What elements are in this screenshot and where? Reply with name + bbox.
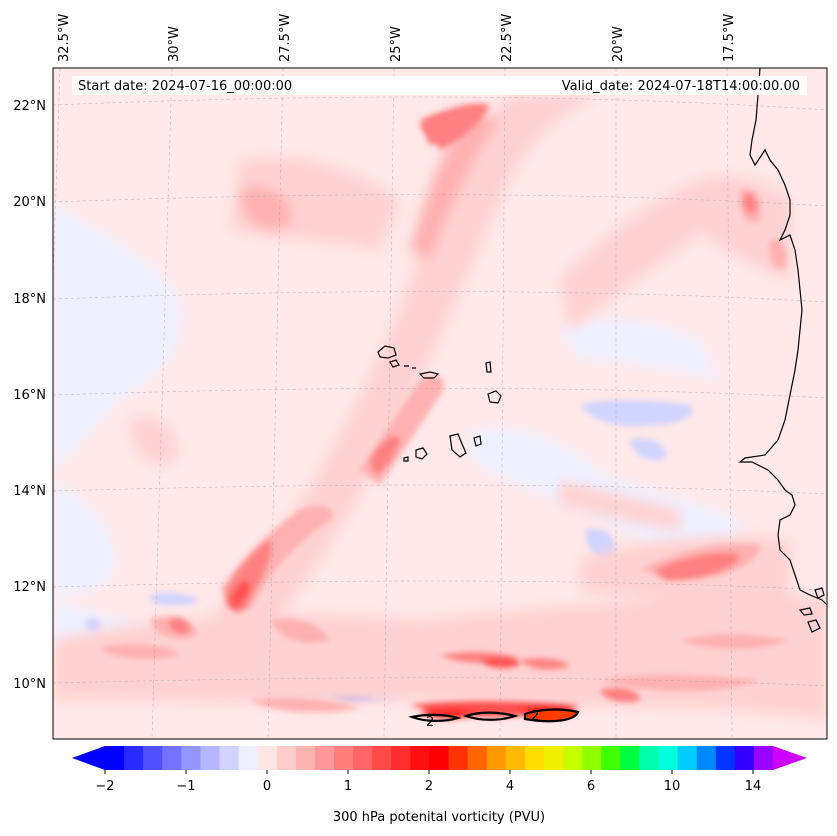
lon-label: 30°W <box>167 26 182 62</box>
colorbar-tick-label: −1 <box>176 779 195 794</box>
colorbar-tick-label: 14 <box>745 779 762 794</box>
contour-label-1: 2 <box>426 715 434 730</box>
colorbar-segment <box>429 746 450 770</box>
colorbar-segment <box>543 746 564 770</box>
contour-left <box>408 713 462 722</box>
colorbar-tick-label: 4 <box>506 779 514 794</box>
colorbar-segment <box>601 746 621 770</box>
colorbar-segment <box>105 746 125 770</box>
colorbar-segment <box>715 746 736 770</box>
island-fogo <box>415 447 428 460</box>
pv-2-contours <box>408 708 580 723</box>
colorbar-segment <box>410 746 430 770</box>
colorbar-segment <box>505 746 526 770</box>
gridlines <box>53 68 827 739</box>
colorbar-segment <box>238 746 259 770</box>
colorbar-tick-label: 1 <box>344 779 352 794</box>
colorbar-segment <box>372 746 392 770</box>
colorbar-segment <box>448 746 469 770</box>
island-santiago <box>449 433 467 458</box>
colorbar-segment <box>143 746 163 770</box>
colorbar-segments <box>105 746 774 770</box>
island-brava <box>403 456 409 462</box>
contour-label-2: 2 <box>531 709 539 724</box>
colorbar-segment <box>181 746 201 770</box>
map-panel: 2 2 <box>53 68 827 739</box>
colorbar-segment <box>295 746 316 770</box>
colorbar-label: 300 hPa potenital vorticity (PVU) <box>333 810 545 825</box>
colorbar-tick-label: 10 <box>664 779 681 794</box>
valid-date-label: Valid_date: 2024-07-18T14:00:00.00 <box>562 79 800 94</box>
colorbar-under-arrow <box>72 746 105 770</box>
island-boa-vista <box>487 390 502 404</box>
header-box <box>72 76 807 95</box>
colorbar-segment <box>563 746 583 770</box>
island-sal <box>485 361 492 373</box>
colorbar-segment <box>620 746 640 770</box>
lat-label: 16°N <box>13 388 46 403</box>
colorbar-tick-label: 0 <box>263 779 271 794</box>
positive-pv-regions <box>53 95 827 720</box>
colorbar-segment <box>658 746 679 770</box>
colorbar: −2 −1 0 1 2 4 6 10 14 300 hPa potenital … <box>72 746 807 825</box>
colorbar-segment <box>391 746 411 770</box>
africa-islands-south <box>798 587 825 633</box>
lon-label: 32.5°W <box>57 14 72 62</box>
lat-label: 14°N <box>13 484 46 499</box>
colorbar-segment <box>314 746 335 770</box>
island-santo-antao <box>377 345 397 359</box>
island-sao-nicolau <box>418 371 440 379</box>
colorbar-segment <box>257 746 278 770</box>
colorbar-segment <box>162 746 182 770</box>
lon-label: 17.5°W <box>722 14 737 62</box>
contour-middle <box>462 711 519 721</box>
lon-labels: 32.5°W 30°W 27.5°W 25°W 22.5°W 20°W 17.5… <box>57 14 737 62</box>
colorbar-segment <box>219 746 240 770</box>
start-date-label: Start date: 2024-07-16_00:00:00 <box>78 79 292 94</box>
lat-label: 12°N <box>13 580 46 595</box>
lon-label: 20°W <box>611 26 626 62</box>
lat-labels: 22°N 20°N 18°N 16°N 14°N 12°N 10°N <box>13 99 46 692</box>
colorbar-segment <box>276 746 297 770</box>
contour-right <box>523 708 580 723</box>
island-maio <box>473 435 482 447</box>
colorbar-segment <box>334 746 354 770</box>
colorbar-tick-label: 2 <box>425 779 433 794</box>
colorbar-segment <box>696 746 717 770</box>
colorbar-segment <box>524 746 545 770</box>
lon-label: 22.5°W <box>500 14 515 62</box>
colorbar-segment <box>639 746 659 770</box>
lat-label: 18°N <box>13 292 46 307</box>
colorbar-over-arrow <box>773 746 807 770</box>
island-small <box>404 365 416 369</box>
lat-label: 22°N <box>13 99 46 114</box>
africa-coastline <box>738 68 827 606</box>
colorbar-segment <box>467 746 488 770</box>
islands <box>377 345 502 462</box>
colorbar-segment <box>582 746 602 770</box>
lon-label: 25°W <box>389 26 404 62</box>
colorbar-tick-label: −2 <box>95 779 114 794</box>
lon-label: 27.5°W <box>278 14 293 62</box>
colorbar-segment <box>677 746 698 770</box>
colorbar-tick-label: 6 <box>587 779 595 794</box>
island-sao-vicente <box>389 359 400 368</box>
colorbar-segment <box>486 746 507 770</box>
lat-label: 20°N <box>13 195 46 210</box>
colorbar-ticks <box>104 770 754 774</box>
colorbar-segment <box>124 746 144 770</box>
colorbar-segment <box>353 746 373 770</box>
colorbar-segment <box>200 746 221 770</box>
map-frame <box>52 67 828 740</box>
colorbar-segment <box>753 746 774 770</box>
lat-label: 10°N <box>13 677 46 692</box>
colorbar-segment <box>734 746 755 770</box>
